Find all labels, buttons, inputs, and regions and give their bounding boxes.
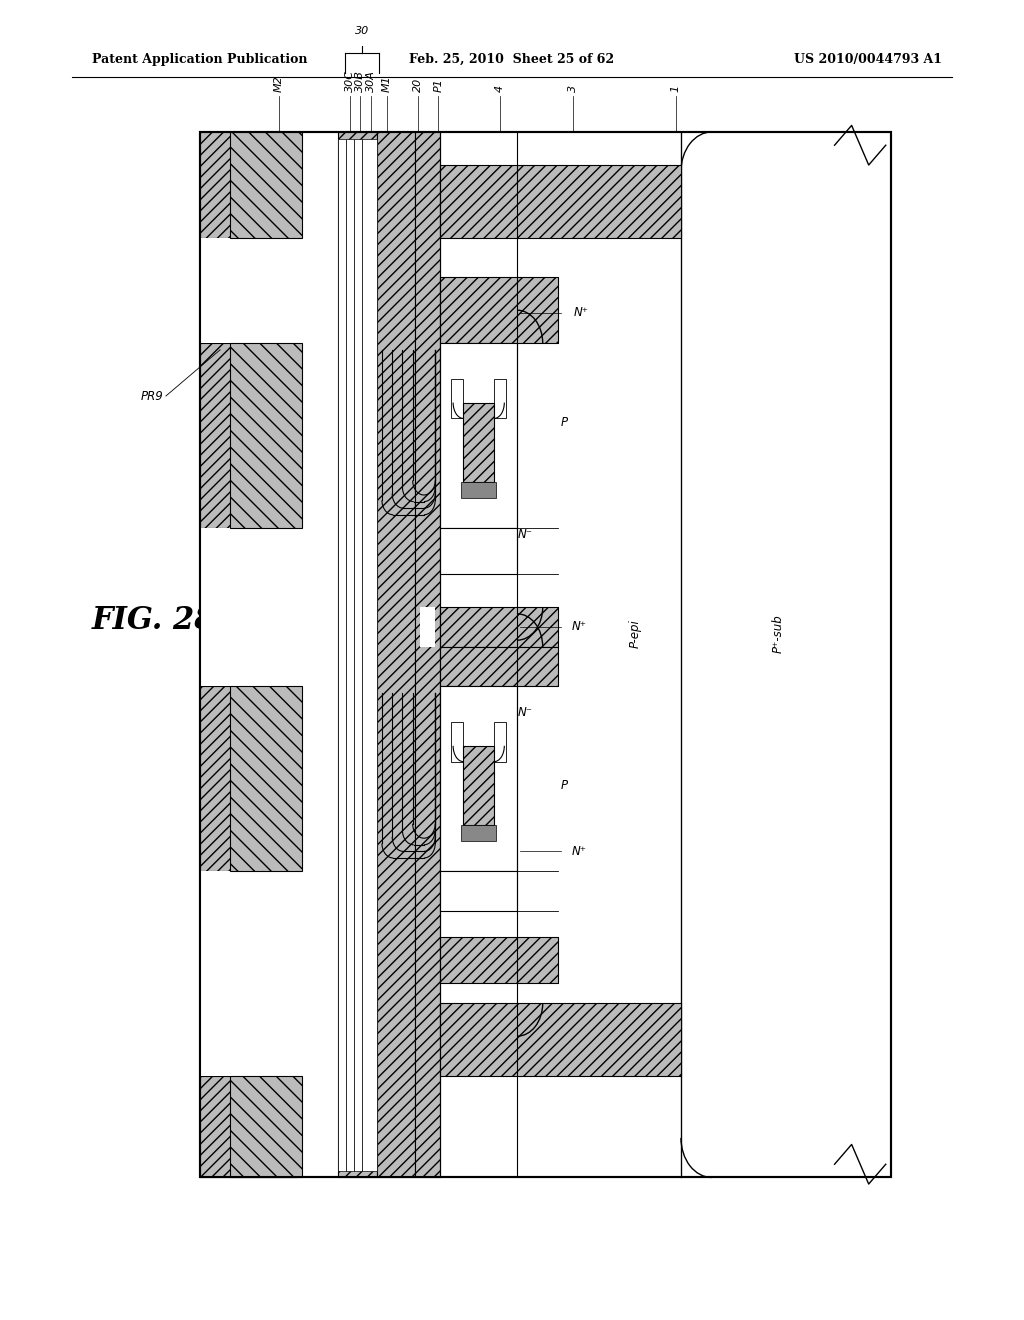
- Text: P: P: [561, 416, 568, 429]
- Text: 30B: 30B: [355, 70, 366, 92]
- Bar: [495, 722, 507, 762]
- Bar: [200, 132, 297, 238]
- Text: PR9: PR9: [141, 389, 164, 403]
- Text: P-epi: P-epi: [629, 619, 641, 648]
- Bar: [230, 132, 302, 238]
- Bar: [230, 343, 302, 528]
- Bar: [200, 132, 891, 1177]
- Bar: [440, 647, 558, 686]
- Text: N⁺: N⁺: [571, 845, 587, 858]
- Bar: [463, 746, 495, 825]
- Bar: [338, 132, 377, 1177]
- Bar: [346, 139, 354, 1171]
- Text: P: P: [561, 779, 568, 792]
- Text: N⁺: N⁺: [573, 306, 589, 319]
- Text: N⁻: N⁻: [517, 528, 532, 541]
- Bar: [461, 825, 497, 841]
- Bar: [440, 871, 517, 911]
- Text: 3: 3: [568, 86, 579, 92]
- Bar: [495, 379, 507, 418]
- Text: P⁺: P⁺: [607, 195, 622, 209]
- Bar: [440, 343, 517, 528]
- Text: P⁺-sub: P⁺-sub: [772, 614, 784, 653]
- Bar: [200, 238, 302, 343]
- Bar: [200, 871, 302, 1076]
- Bar: [461, 482, 497, 498]
- Text: 30A: 30A: [366, 70, 376, 92]
- Bar: [230, 686, 302, 871]
- Bar: [354, 139, 362, 1171]
- Bar: [463, 403, 495, 482]
- Text: 1: 1: [671, 86, 681, 92]
- Bar: [451, 379, 463, 418]
- Bar: [200, 343, 297, 528]
- Bar: [200, 132, 891, 1177]
- Bar: [415, 132, 440, 1177]
- Bar: [440, 277, 558, 343]
- Text: M1: M1: [382, 75, 392, 92]
- Text: US 2010/0044793 A1: US 2010/0044793 A1: [794, 53, 942, 66]
- Bar: [200, 686, 297, 871]
- Bar: [200, 1076, 297, 1177]
- Text: Patent Application Publication: Patent Application Publication: [92, 53, 307, 66]
- Text: 30: 30: [355, 25, 369, 36]
- Bar: [362, 139, 377, 1171]
- Bar: [200, 528, 302, 686]
- Text: 30C: 30C: [345, 70, 355, 92]
- Text: P1: P1: [433, 78, 443, 92]
- Bar: [440, 165, 681, 238]
- Text: M2: M2: [273, 75, 284, 92]
- Bar: [377, 132, 415, 1177]
- Bar: [420, 607, 435, 647]
- Text: 4: 4: [495, 86, 505, 92]
- Bar: [440, 607, 558, 647]
- Bar: [451, 722, 463, 762]
- Bar: [230, 1076, 302, 1177]
- Text: N⁺: N⁺: [571, 620, 587, 634]
- Text: FIG. 28: FIG. 28: [92, 605, 217, 636]
- Text: P⁺: P⁺: [536, 1034, 550, 1047]
- Bar: [338, 139, 346, 1171]
- Bar: [440, 686, 517, 871]
- Bar: [440, 937, 558, 983]
- Text: N⁻: N⁻: [517, 706, 532, 719]
- Text: Feb. 25, 2010  Sheet 25 of 62: Feb. 25, 2010 Sheet 25 of 62: [410, 53, 614, 66]
- Text: P⁺: P⁺: [536, 195, 550, 209]
- Text: P⁺: P⁺: [607, 1034, 622, 1047]
- Text: 20: 20: [413, 78, 423, 92]
- Bar: [440, 1003, 681, 1076]
- Bar: [440, 528, 517, 574]
